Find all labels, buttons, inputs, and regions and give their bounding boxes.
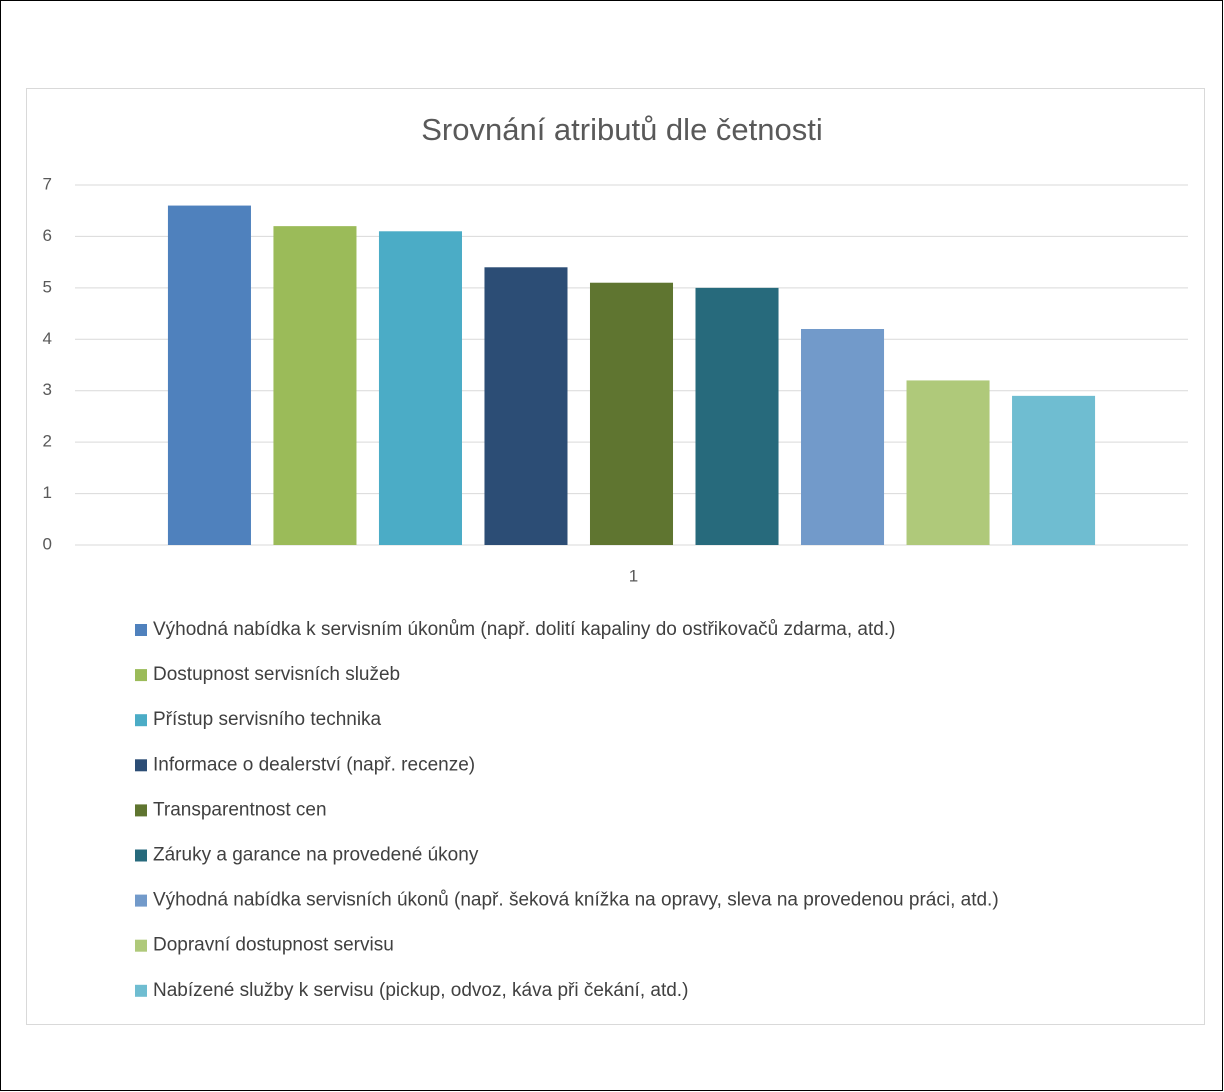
legend-swatch [135, 804, 147, 817]
x-tick-label: 1 [629, 566, 638, 585]
y-tick-label: 5 [43, 277, 52, 296]
bar [801, 329, 885, 545]
bar [484, 267, 568, 545]
legend-text: Nabízené služby k servisu (pickup, odvoz… [153, 980, 688, 1001]
legend-swatch [135, 894, 147, 907]
legend-swatch [135, 849, 147, 862]
legend-text: Přístup servisního technika [153, 709, 382, 730]
y-tick-label: 2 [43, 432, 52, 451]
legend-text: Dopravní dostupnost servisu [153, 935, 394, 956]
bar [1012, 395, 1096, 545]
bar [589, 282, 674, 545]
legend-text: Výhodná nabídka k servisním úkonům (např… [153, 619, 895, 640]
y-tick-label: 0 [43, 534, 52, 553]
legend-swatch [135, 624, 147, 636]
legend-text: Dostupnost servisních služeb [153, 664, 400, 685]
bar [273, 226, 357, 545]
y-tick-label: 4 [43, 329, 52, 348]
legend-swatch [135, 939, 147, 952]
legend-swatch [135, 669, 147, 682]
legend-swatch [135, 759, 147, 772]
y-tick-label: 7 [43, 174, 52, 193]
legend-text: Výhodná nabídka servisních úkonů (např. … [153, 890, 999, 911]
legend-swatch [135, 714, 147, 727]
y-tick-label: 3 [43, 380, 52, 399]
y-tick-label: 1 [43, 483, 52, 502]
bar [378, 231, 462, 546]
legend-text: Záruky a garance na provedené úkony [153, 845, 479, 866]
legend-swatch [135, 984, 147, 997]
chart-title: Srovnání atributů dle četnosti [421, 112, 823, 147]
legend-text: Informace o dealerství (např. recenze) [153, 754, 475, 775]
bar [695, 287, 779, 545]
bar [167, 205, 251, 546]
legend-text: Transparentnost cen [153, 799, 327, 820]
y-tick-label: 6 [43, 226, 52, 245]
bar [906, 380, 990, 545]
